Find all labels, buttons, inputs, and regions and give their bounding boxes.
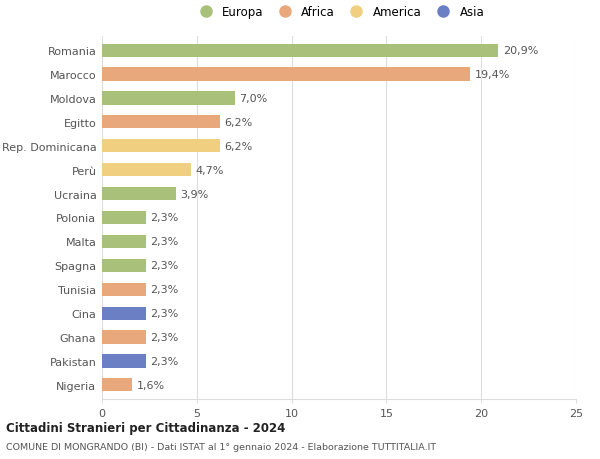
Bar <box>102 68 470 81</box>
Bar <box>102 283 146 296</box>
Bar <box>102 92 235 105</box>
Text: 6,2%: 6,2% <box>224 141 253 151</box>
Text: 2,3%: 2,3% <box>151 332 179 342</box>
Legend: Europa, Africa, America, Asia: Europa, Africa, America, Asia <box>189 1 489 23</box>
Text: COMUNE DI MONGRANDO (BI) - Dati ISTAT al 1° gennaio 2024 - Elaborazione TUTTITAL: COMUNE DI MONGRANDO (BI) - Dati ISTAT al… <box>6 442 436 451</box>
Text: 7,0%: 7,0% <box>239 94 268 104</box>
Bar <box>102 164 191 177</box>
Text: 19,4%: 19,4% <box>475 70 510 80</box>
Bar <box>102 307 146 320</box>
Bar <box>102 379 133 392</box>
Text: 1,6%: 1,6% <box>137 380 165 390</box>
Bar <box>102 140 220 153</box>
Text: 4,7%: 4,7% <box>196 165 224 175</box>
Text: 2,3%: 2,3% <box>151 308 179 319</box>
Bar <box>102 355 146 368</box>
Bar <box>102 259 146 272</box>
Text: 2,3%: 2,3% <box>151 261 179 271</box>
Text: 2,3%: 2,3% <box>151 213 179 223</box>
Bar <box>102 45 498 57</box>
Text: Cittadini Stranieri per Cittadinanza - 2024: Cittadini Stranieri per Cittadinanza - 2… <box>6 421 286 435</box>
Text: 2,3%: 2,3% <box>151 285 179 295</box>
Text: 6,2%: 6,2% <box>224 118 253 128</box>
Text: 20,9%: 20,9% <box>503 46 538 56</box>
Bar <box>102 331 146 344</box>
Bar <box>102 188 176 201</box>
Bar <box>102 235 146 248</box>
Text: 2,3%: 2,3% <box>151 356 179 366</box>
Bar <box>102 116 220 129</box>
Text: 2,3%: 2,3% <box>151 237 179 247</box>
Text: 3,9%: 3,9% <box>181 189 209 199</box>
Bar <box>102 212 146 224</box>
